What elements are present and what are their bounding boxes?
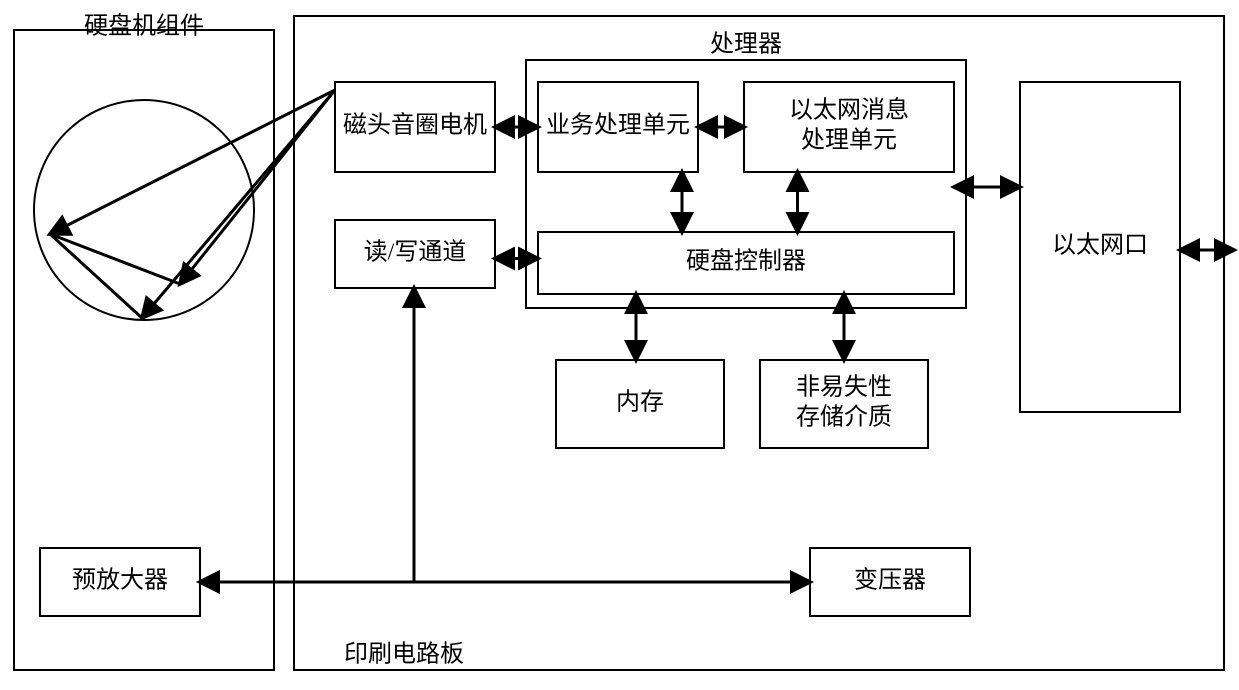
hdd-assembly-title: 硬盘机组件 xyxy=(84,13,204,40)
blocks.rw_channel-label: 读/写通道 xyxy=(364,239,467,266)
blocks.biz_unit-label: 业务处理单元 xyxy=(546,112,690,139)
blocks.transformer-label: 变压器 xyxy=(854,567,926,594)
blocks.eth_msg_unit-label: 以太网消息 xyxy=(789,97,909,124)
blocks.memory-label: 内存 xyxy=(616,389,664,416)
blocks.eth_port-label: 以太网口 xyxy=(1052,232,1148,259)
processor-title: 处理器 xyxy=(710,31,782,58)
pcb-title: 印刷电路板 xyxy=(344,641,464,668)
blocks.head_motor-label: 磁头音圈电机 xyxy=(343,112,487,139)
blocks.eth_msg_unit-label: 处理单元 xyxy=(801,127,897,154)
blocks.nvstorage-label: 存储介质 xyxy=(796,404,892,431)
blocks.hdd_controller-label: 硬盘控制器 xyxy=(686,248,806,275)
blocks.preamp-label: 预放大器 xyxy=(72,567,168,594)
blocks.nvstorage-label: 非易失性 xyxy=(796,374,892,401)
disk-platter xyxy=(34,100,254,320)
block-diagram: 硬盘机组件印刷电路板 处理器磁头音圈电机读/写通道 业务处理单元 以太网消息处理单元硬… xyxy=(0,0,1239,690)
